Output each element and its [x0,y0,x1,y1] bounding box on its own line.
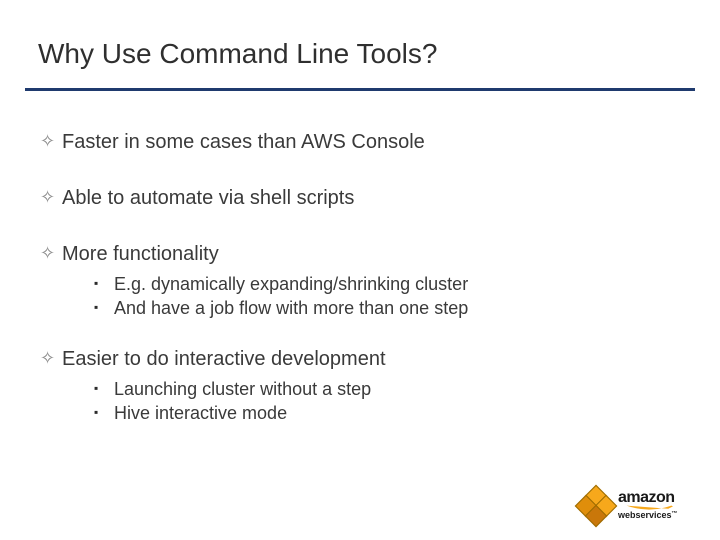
spacer [40,216,680,242]
sub-bullet-text: E.g. dynamically expanding/shrinking clu… [114,272,680,296]
spacer [40,160,680,186]
bullet-text: Easier to do interactive development [62,347,680,371]
logo-brand-bottom: webservices™ [618,511,688,520]
sub-bullet-text: And have a job flow with more than one s… [114,296,680,320]
diamond-bullet-icon: ✧ [40,186,62,209]
aws-wordmark: amazon webservices™ [618,490,688,520]
sub-bullet-text: Hive interactive mode [114,401,680,425]
bullet-item: ✧ More functionality [40,242,680,266]
sub-bullet-item: ▪ E.g. dynamically expanding/shrinking c… [94,272,680,296]
diamond-bullet-icon: ✧ [40,347,62,370]
diamond-bullet-icon: ✧ [40,242,62,265]
bullet-text: Faster in some cases than AWS Console [62,130,680,154]
bullet-text: Able to automate via shell scripts [62,186,680,210]
sub-list: ▪ Launching cluster without a step ▪ Hiv… [94,377,680,426]
sub-bullet-item: ▪ And have a job flow with more than one… [94,296,680,320]
sub-bullet-item: ▪ Launching cluster without a step [94,377,680,401]
bullet-item: ✧ Faster in some cases than AWS Console [40,130,680,154]
sub-list: ▪ E.g. dynamically expanding/shrinking c… [94,272,680,321]
square-bullet-icon: ▪ [94,401,114,424]
slide: Why Use Command Line Tools? ✧ Faster in … [0,0,720,540]
sub-bullet-item: ▪ Hive interactive mode [94,401,680,425]
square-bullet-icon: ▪ [94,377,114,400]
slide-body: ✧ Faster in some cases than AWS Console … [40,130,680,425]
aws-logo: amazon webservices™ [578,484,698,526]
bullet-item: ✧ Easier to do interactive development [40,347,680,371]
bullet-item: ✧ Able to automate via shell scripts [40,186,680,210]
diamond-bullet-icon: ✧ [40,130,62,153]
slide-title: Why Use Command Line Tools? [38,38,437,70]
aws-cubes-icon [578,488,612,522]
bullet-text: More functionality [62,242,680,266]
square-bullet-icon: ▪ [94,272,114,295]
spacer [40,321,680,347]
square-bullet-icon: ▪ [94,296,114,319]
title-underline [25,88,695,91]
sub-bullet-text: Launching cluster without a step [114,377,680,401]
